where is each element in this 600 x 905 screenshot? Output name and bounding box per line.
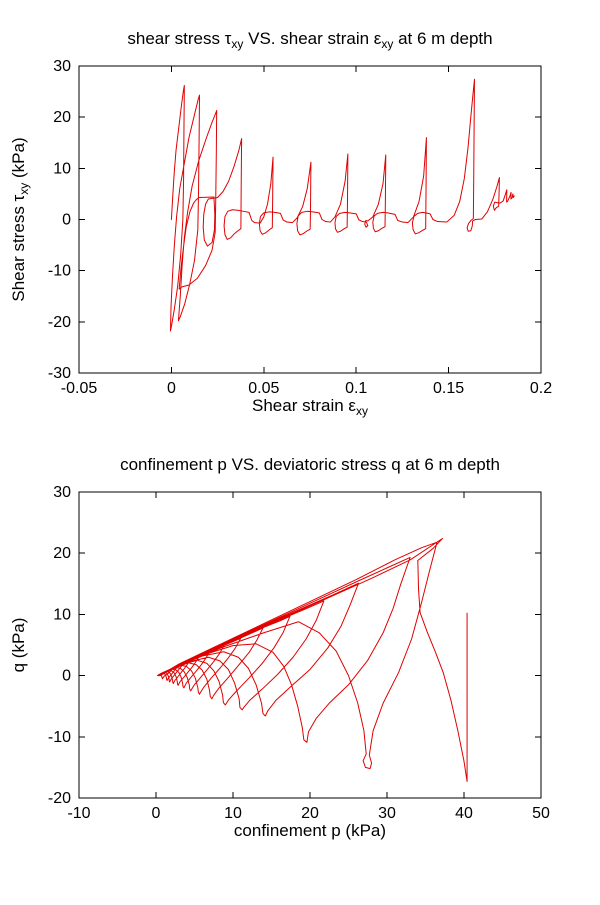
shear-stress-vs-shear-strain-x-tick-label: 0.05: [248, 380, 279, 397]
shear-stress-vs-shear-strain-plot: -0.05 0 0.05 0.1 0.15 0.2 30 20 10 0 -10 -20 -30 shea…: [9, 29, 552, 418]
confinement-vs-deviatoric-stress-y-tick-label: 20: [53, 545, 71, 562]
shear-stress-vs-shear-strain-y-tick-label: 10: [53, 160, 71, 177]
confinement-vs-deviatoric-stress-x-tick-label: 50: [532, 805, 550, 822]
shear-stress-vs-shear-strain-y-tick-label: 30: [53, 58, 71, 75]
shear-stress-vs-shear-strain-series-tau-xy-history: [169, 78, 515, 332]
shear-stress-vs-shear-strain-ylabel: Shear stress τxy (kPa): [9, 137, 31, 301]
shear-stress-vs-shear-strain-y-tick-label: -10: [48, 263, 71, 280]
shear-stress-vs-shear-strain-x-tick-label: -0.05: [61, 380, 98, 397]
confinement-vs-deviatoric-stress-x-tick-label: 0: [152, 805, 161, 822]
shear-stress-vs-shear-strain-y-tick-label: -20: [48, 314, 71, 331]
confinement-vs-deviatoric-stress-xlabel: confinement p (kPa): [234, 821, 386, 840]
confinement-vs-deviatoric-stress-x-tick-label: 10: [224, 805, 242, 822]
confinement-vs-deviatoric-stress-y-tick-label: -20: [48, 790, 71, 807]
confinement-vs-deviatoric-stress-ylabel: q (kPa): [9, 618, 28, 673]
shear-stress-vs-shear-strain-y-tick-label: 0: [62, 212, 71, 229]
shear-stress-vs-shear-strain-x-tick-label: 0: [167, 380, 176, 397]
shear-stress-vs-shear-strain-title: shear stress τxy VS. shear strain εxy at…: [127, 29, 492, 51]
confinement-vs-deviatoric-stress-x-tick-label: 40: [455, 805, 473, 822]
confinement-vs-deviatoric-stress-x-tick-label: -10: [67, 805, 90, 822]
confinement-vs-deviatoric-stress-x-tick-label: 30: [378, 805, 396, 822]
shear-stress-vs-shear-strain-y-tick-label: -30: [48, 365, 71, 382]
confinement-vs-deviatoric-stress-title: confinement p VS. deviatoric stress q at…: [120, 455, 500, 474]
confinement-vs-deviatoric-stress-y-tick-label: 30: [53, 484, 71, 501]
shear-stress-vs-shear-strain-xlabel: Shear strain εxy: [252, 396, 368, 418]
confinement-vs-deviatoric-stress-y-tick-label: 10: [53, 606, 71, 623]
confinement-vs-deviatoric-stress-axes-box: [78, 491, 542, 799]
shear-stress-vs-shear-strain-x-tick-label: 0.1: [345, 380, 367, 397]
shear-stress-vs-shear-strain-x-tick-label: 0.2: [530, 380, 552, 397]
confinement-vs-deviatoric-stress-y-tick-label: -10: [48, 729, 71, 746]
shear-stress-vs-shear-strain-x-tick-label: 0.15: [433, 380, 464, 397]
confinement-vs-deviatoric-stress-x-tick-label: 20: [301, 805, 319, 822]
confinement-vs-deviatoric-stress-y-tick-label: 0: [62, 668, 71, 685]
shear-stress-vs-shear-strain-y-tick-label: 20: [53, 109, 71, 126]
confinement-vs-deviatoric-stress-series-p-q-path: [157, 538, 468, 782]
